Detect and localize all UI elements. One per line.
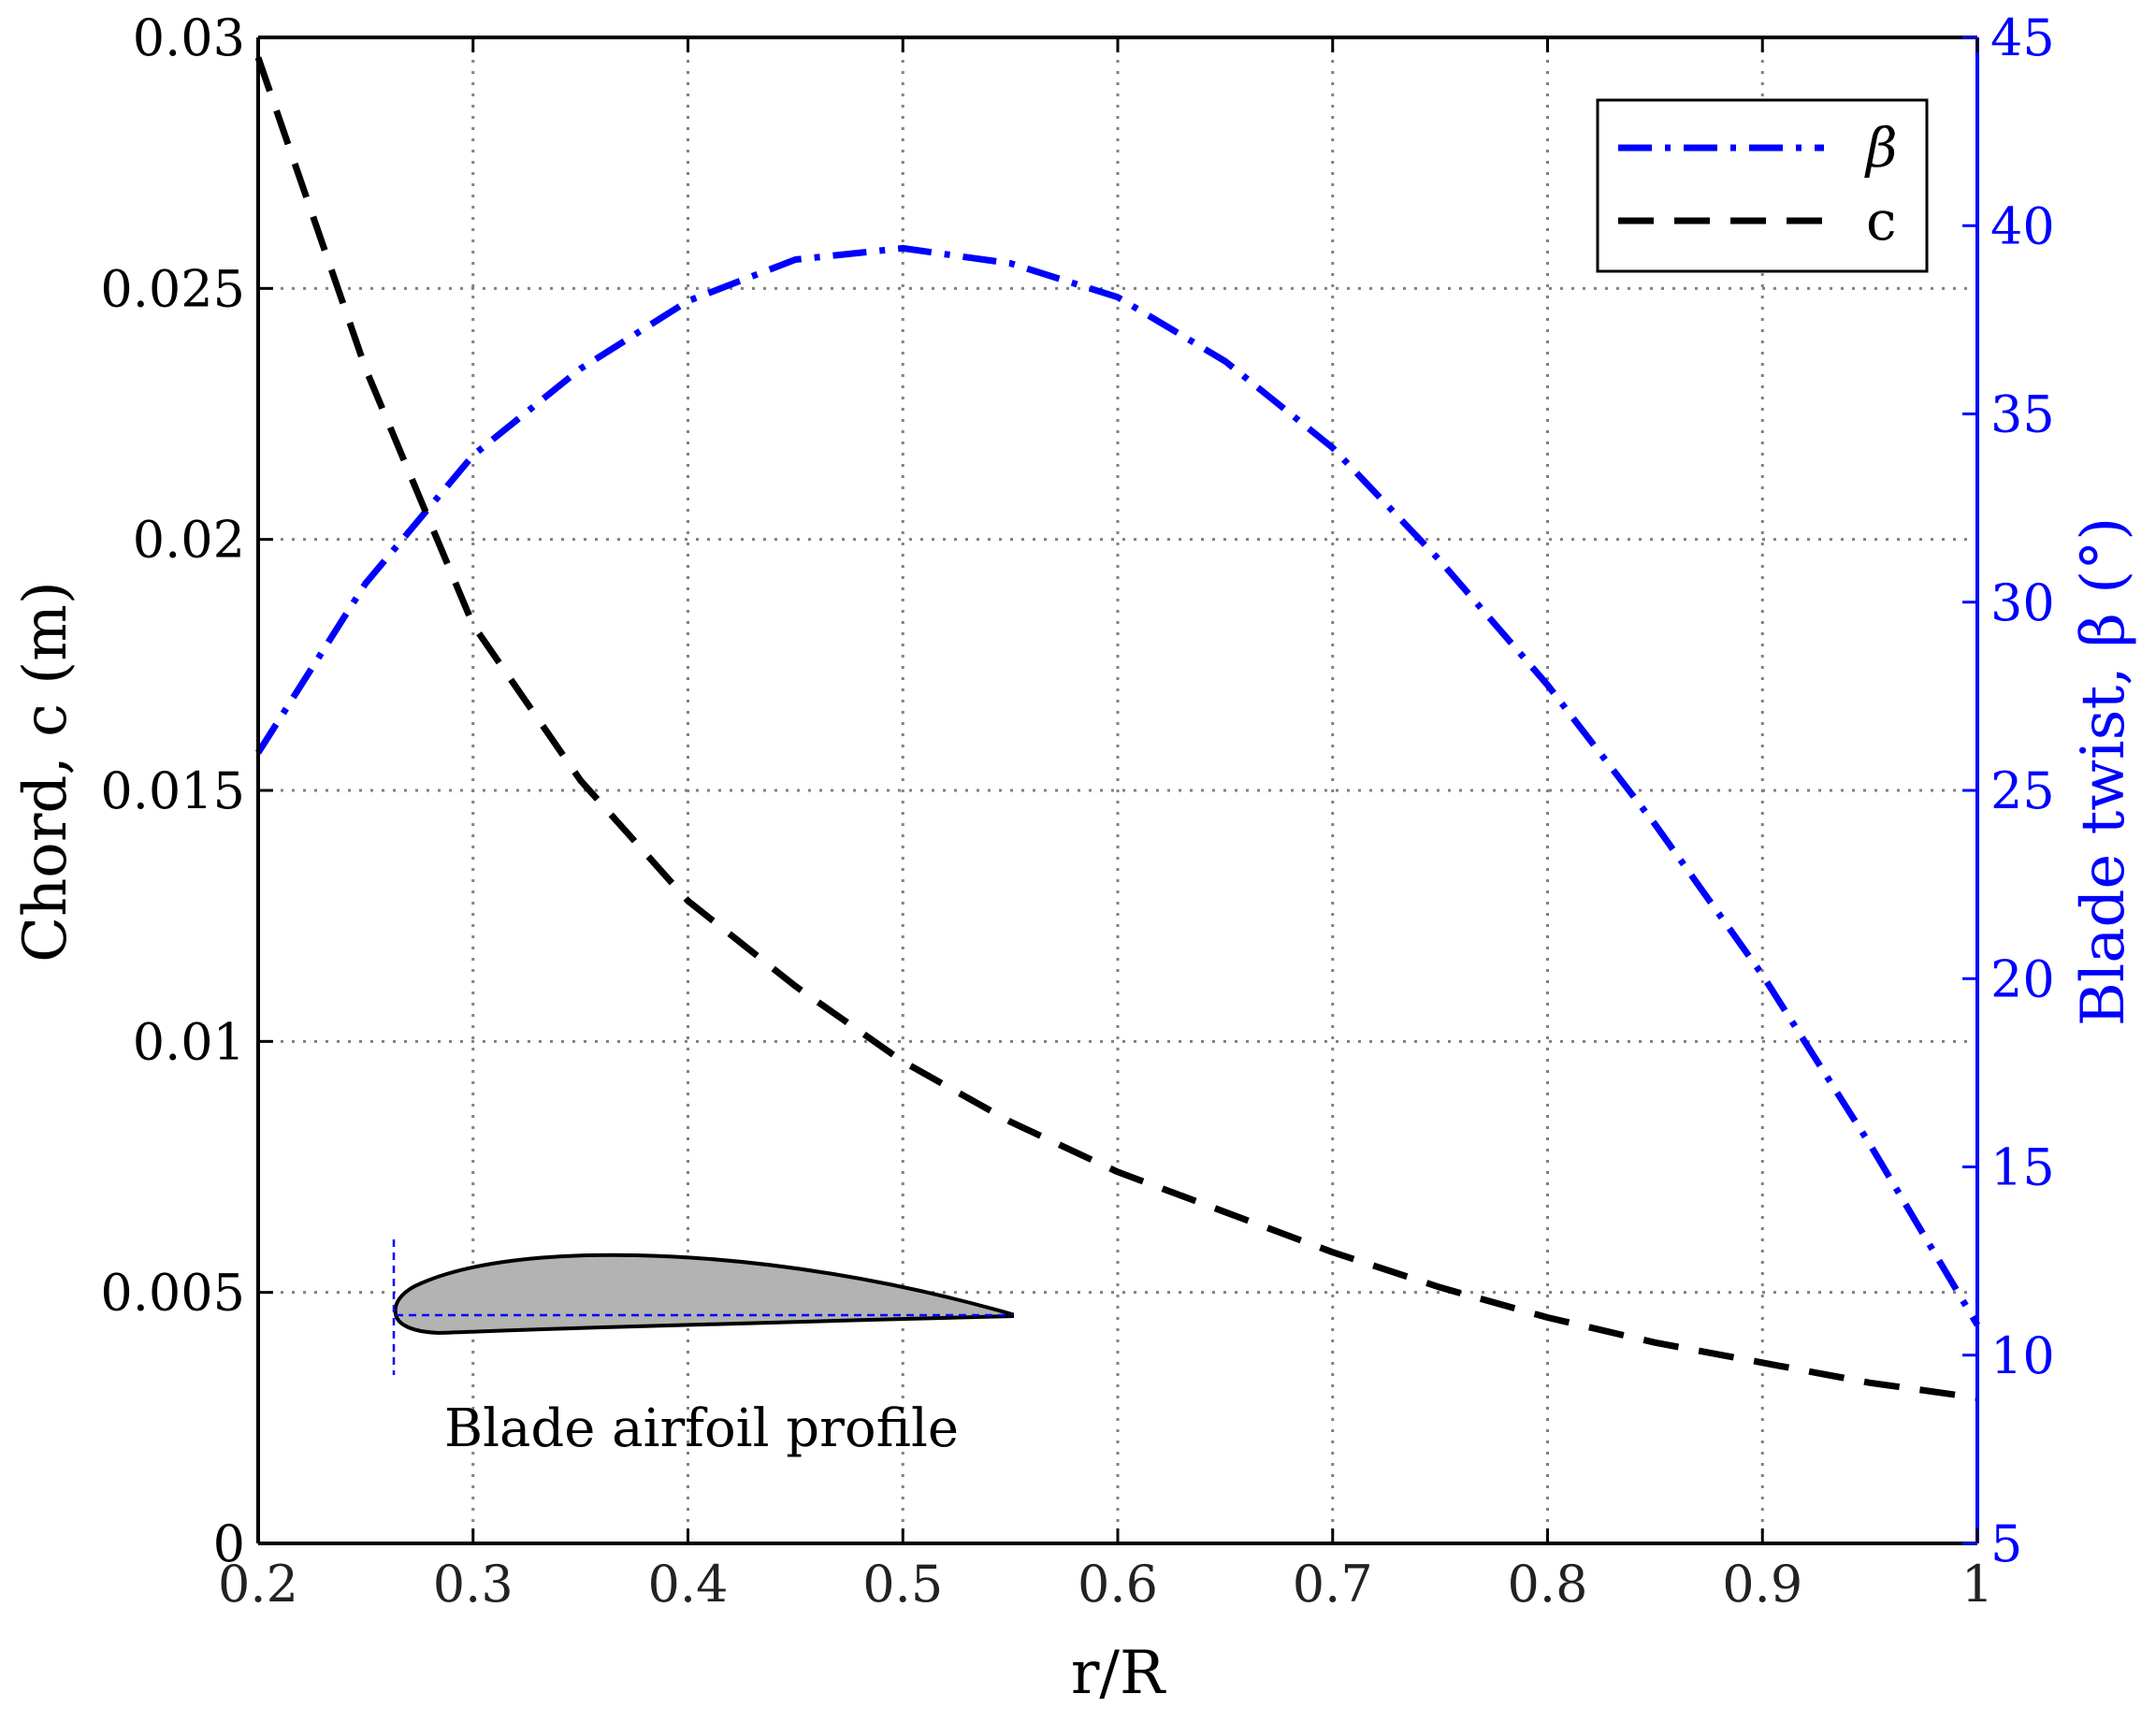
y-right-tick-label: 30 (1990, 573, 2055, 632)
y-left-tick-label: 0.02 (133, 511, 245, 570)
x-axis-title: r/R (1071, 1639, 1166, 1708)
y-right-tick-label: 10 (1990, 1326, 2055, 1385)
y-left-tick-label: 0.01 (133, 1012, 245, 1071)
x-tick-label: 1 (1961, 1555, 1993, 1614)
airfoil-inset: Blade airfoil profile (392, 1239, 1014, 1459)
legend-label-beta: β (1864, 116, 1898, 180)
x-tick-label: 0.2 (218, 1555, 298, 1614)
legend: β c (1596, 98, 1929, 273)
y-right-tick-label: 35 (1990, 385, 2055, 444)
series-line-c (254, 56, 1978, 1401)
y-right-tick-label: 20 (1990, 949, 2055, 1008)
x-tick-label: 0.6 (1078, 1555, 1158, 1614)
y-right-tick-label: 45 (1990, 8, 2055, 67)
series-line-beta (255, 244, 1981, 1327)
legend-label-c: c (1866, 189, 1896, 253)
y-right-tick-label: 5 (1990, 1514, 2022, 1573)
y-axis-right-title: Blade twist, β (°) (2069, 517, 2138, 1026)
y-left-tick-label: 0.025 (100, 259, 245, 318)
airfoil-annotation: Blade airfoil profile (444, 1398, 959, 1459)
ticks: 0.2 0.3 0.4 0.5 0.6 0.7 0.8 0.9 100.0050.010.015… (100, 8, 2054, 1614)
y-right-tick-label: 15 (1990, 1138, 2055, 1197)
y-left-tick-label: 0.03 (133, 8, 245, 67)
x-tick-label: 0.5 (862, 1555, 943, 1614)
legend-box (1596, 98, 1929, 273)
y-left-tick-label: 0.015 (100, 761, 245, 820)
y-axis-left-title: Chord, c (m) (11, 581, 80, 963)
x-tick-label: 0.4 (648, 1555, 729, 1614)
y-right-tick-label: 40 (1990, 196, 2055, 255)
x-tick-label: 0.7 (1293, 1555, 1373, 1614)
grid (258, 37, 1977, 1543)
x-tick-label: 0.9 (1722, 1555, 1802, 1614)
series-layer (254, 56, 1981, 1401)
y-right-tick-label: 25 (1990, 761, 2055, 820)
x-tick-label: 0.3 (433, 1555, 514, 1614)
y-left-tick-label: 0 (213, 1514, 245, 1573)
x-tick-label: 0.8 (1508, 1555, 1588, 1614)
y-left-tick-label: 0.005 (100, 1264, 245, 1323)
